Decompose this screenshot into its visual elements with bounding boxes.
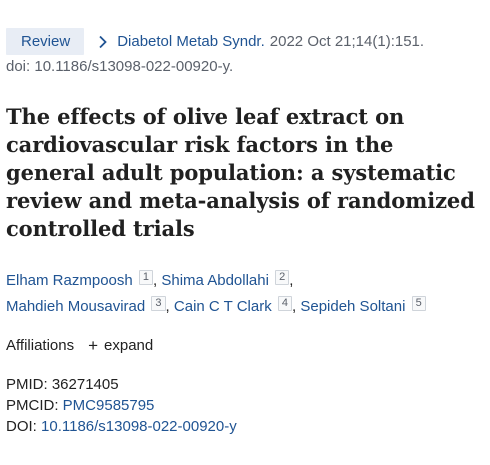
article-type-badge: Review [6, 28, 85, 55]
author-link[interactable]: Elham Razmpoosh [6, 272, 133, 289]
chevron-right-icon [98, 35, 110, 49]
pmid-label: PMID: [6, 376, 48, 393]
citation-doi: doi: 10.1186/s13098-022-00920-y. [6, 58, 234, 75]
doi-link[interactable]: 10.1186/s13098-022-00920-y [41, 418, 237, 435]
journal-link[interactable]: Diabetol Metab Syndr. [117, 33, 265, 50]
doi-label: DOI: [6, 418, 37, 435]
author-link[interactable]: Mahdieh Mousavirad [6, 298, 146, 315]
pmcid-link[interactable]: PMC9585795 [62, 397, 155, 414]
affiliation-ref-button[interactable]: 3 [151, 296, 166, 311]
citation-details: 2022 Oct 21;14(1):151. [269, 33, 425, 50]
affiliation-ref-button[interactable]: 4 [277, 296, 292, 311]
doi-row: DOI: 10.1186/s13098-022-00920-y [6, 416, 237, 437]
identifiers: PMID: 36271405 PMCID: PMC9585795 DOI: 10… [6, 374, 237, 437]
affiliation-ref-button[interactable]: 1 [138, 270, 154, 285]
author-link[interactable]: Cain C T Clark [173, 298, 272, 315]
affiliation-ref-button[interactable]: 5 [411, 296, 426, 311]
article-title: The effects of olive leaf extract on car… [6, 104, 475, 241]
author-separator: , [289, 272, 294, 289]
pmid-row: PMID: 36271405 [6, 374, 237, 395]
author-separator: , [292, 298, 301, 315]
pmid-value: 36271405 [51, 376, 119, 393]
citation-header: Review Diabetol Metab Syndr. 2022 Oct 21… [6, 28, 424, 55]
pmcid-row: PMCID: PMC9585795 [6, 395, 237, 416]
author-separator: , [153, 272, 162, 289]
pmcid-label: PMCID: [6, 397, 59, 414]
authors-list: Elham Razmpoosh 1, Shima Abdollahi 2, Ma… [6, 268, 484, 320]
expand-button[interactable]: + expand [88, 337, 153, 354]
expand-label: expand [104, 337, 154, 354]
affiliations-label: Affiliations [6, 337, 75, 354]
author-separator: , [165, 298, 174, 315]
affiliations-row: Affiliations + expand [6, 337, 153, 354]
author-link[interactable]: Sepideh Soltani [300, 298, 406, 315]
plus-icon: + [88, 336, 99, 355]
author-link[interactable]: Shima Abdollahi [161, 272, 269, 289]
affiliation-ref-button[interactable]: 2 [275, 270, 290, 285]
